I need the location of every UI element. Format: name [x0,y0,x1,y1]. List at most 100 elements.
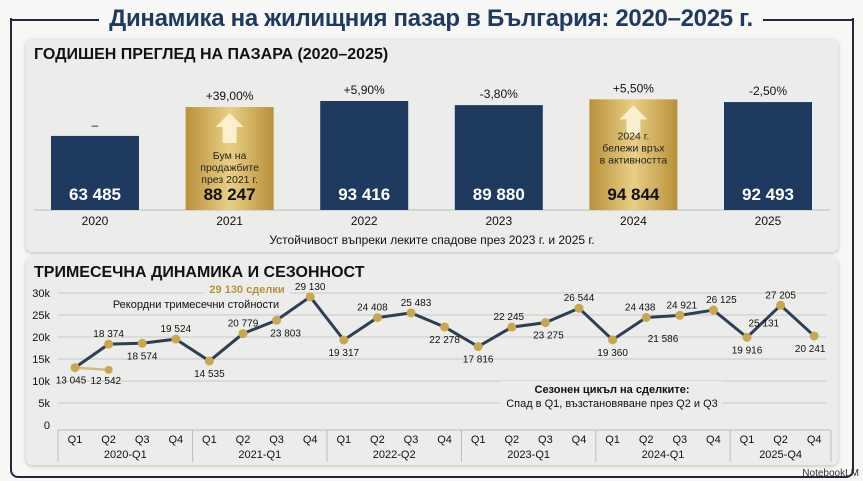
record-text-annotation: Рекордни тримесечни стойности [113,299,279,311]
group-label: 2020-Q1 [104,449,147,461]
y-tick-label: 5k [38,398,50,410]
data-label: 19 916 [732,345,763,356]
bar-2020 [51,135,139,210]
data-label: 18 574 [127,351,158,362]
quarter-label: Q1 [202,434,217,446]
data-label: 25 483 [401,298,432,309]
data-point [540,318,550,328]
data-label: 20 779 [228,319,259,330]
bar-2025 [724,102,812,210]
data-point [641,312,651,322]
data-point [204,356,214,366]
quarter-label: Q4 [303,434,318,446]
data-point [305,292,315,302]
data-label: 23 803 [270,328,301,339]
change-label: -2,50% [749,84,787,98]
minor-segment [74,366,109,372]
quarter-label: Q3 [672,434,687,446]
data-label: 24 438 [625,302,656,313]
bar-annotation: през 2021 г. [201,174,258,186]
data-point [608,335,618,345]
bar-value-label: 93 416 [338,185,390,204]
bar-annotation: в активността [600,154,668,166]
y-tick-label: 30k [32,288,50,300]
y-tick-label: 25k [32,310,50,322]
quarter-label: Q4 [168,434,183,446]
group-label: 2025-Q4 [759,449,802,461]
bar-value-label: 94 844 [607,185,660,204]
arrow-up-icon [215,113,244,144]
data-label: 20 241 [795,344,826,355]
y-tick-label: 20k [32,332,50,344]
quarter-label: Q4 [807,434,822,446]
extra-data-label: 25 131 [749,318,780,329]
group-label: 2021-Q1 [238,449,281,461]
extra-data-label: 21 586 [648,334,679,345]
data-label: 14 535 [194,369,225,380]
data-label: 26 544 [564,293,595,304]
quarter-label: Q2 [773,434,788,446]
data-label: 24 408 [357,303,388,314]
data-point [776,300,786,310]
title-rule-right [762,19,852,21]
year-label: 2021 [216,214,243,228]
data-label: 13 045 [56,376,87,387]
change-label: – [92,118,99,132]
season-title-annotation: Сезонен цикъл на сделките: [535,384,690,396]
quarter-label: Q3 [135,434,150,446]
arrow-up-icon [619,105,648,136]
data-point [238,329,248,339]
data-label: 29 130 [295,282,326,293]
quarterly-panel: ТРИМЕСЕЧНА ДИНАМИКА И СЕЗОННОСТ 0 5k 10k 15… [26,258,838,465]
watermark: NotebookLM [802,468,859,479]
data-point [440,322,450,332]
quarter-label: Q2 [504,434,519,446]
bar-value-label: 92 493 [742,185,794,204]
data-label: 17 816 [463,355,494,366]
y-tick-label: 10k [32,376,50,388]
data-point [70,363,80,373]
data-label: 22 245 [494,312,525,323]
data-label: 18 374 [93,329,124,340]
data-point [574,303,584,313]
annotation-bg [500,381,722,411]
quarter-label: Q4 [437,434,452,446]
data-point [708,305,718,315]
data-label: 19 360 [597,348,628,359]
quarter-label: Q1 [471,434,486,446]
quarter-label: Q2 [101,434,116,446]
quarterly-line-chart: 0 5k 10k 15k 20k 25k 30k 29 130 сделки Рекордни … [32,282,832,462]
change-label: +5,50% [613,81,654,95]
quarter-label: Q1 [336,434,351,446]
data-point-extra [104,365,113,374]
data-point [339,335,349,345]
quarter-label: Q4 [706,434,721,446]
title-rule-left [10,19,100,21]
bar-annotation: Бум на [213,150,247,162]
quarter-label: Q3 [269,434,284,446]
year-label: 2022 [351,214,378,228]
group-label: 2022-Q2 [373,449,416,461]
data-point [809,331,819,341]
quarterly-title: ТРИМЕСЕЧНА ДИНАМИКА И СЕЗОННОСТ [34,264,365,281]
data-point [104,339,114,349]
data-label: 19 524 [161,324,192,335]
quarter-label: Q2 [370,434,385,446]
data-label: 27 205 [765,290,796,301]
quarter-label: Q3 [538,434,553,446]
group-label: 2024-Q1 [642,449,685,461]
data-point [171,334,181,344]
data-point [372,313,382,323]
page-title: Динамика на жилищния пазар в България: 2… [109,5,753,32]
data-label: 24 921 [667,300,698,311]
data-point [473,342,483,352]
bar-2023 [454,105,543,210]
data-label: 23 275 [533,331,564,342]
bar-2022 [320,101,409,210]
year-label: 2024 [620,214,647,228]
record-value-annotation: 29 130 сделки [209,284,284,296]
quarter-label: Q1 [68,434,83,446]
data-label: 26 125 [706,295,737,306]
annotation-bg [204,282,290,296]
y-tick-label: 15k [32,354,50,366]
